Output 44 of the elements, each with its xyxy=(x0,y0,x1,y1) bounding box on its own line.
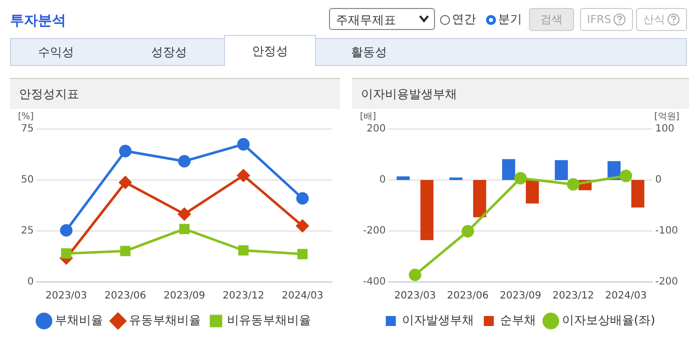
text: 산식 xyxy=(636,8,687,31)
legend-label: 이자발생부채 xyxy=(402,313,474,328)
legend-label: 이자보상배율(좌) xyxy=(562,313,656,328)
x-tick-label: 2023/09 xyxy=(164,290,206,302)
y-tick-label: 75 xyxy=(20,124,34,135)
y2-tick-label: -100 xyxy=(655,226,678,237)
text: 수익성 xyxy=(37,44,75,61)
y-tick-label: -200 xyxy=(362,226,386,237)
x-tick-label: 2023/06 xyxy=(447,290,489,302)
y2-tick-label: -200 xyxy=(655,276,678,288)
y2-axis-title: [억원] xyxy=(654,112,680,122)
x-tick-label: 2023/12 xyxy=(222,290,264,302)
text: 투자분석 xyxy=(10,12,66,30)
text: 검색 xyxy=(529,8,574,31)
x-tick-label: 2023/03 xyxy=(45,290,88,302)
text: 주재무제표 xyxy=(329,8,435,30)
y-axis-title: [배] xyxy=(360,112,376,122)
y-tick-label: 25 xyxy=(20,226,34,237)
y-tick-label: 0 xyxy=(27,276,34,288)
x-tick-label: 2023/12 xyxy=(552,290,594,302)
y2-tick-label: 0 xyxy=(655,174,662,186)
text: 분기 xyxy=(497,11,522,28)
y2-tick-label: 100 xyxy=(655,124,674,135)
x-tick-label: 2024/03 xyxy=(605,290,647,302)
text: 성장성 xyxy=(150,44,188,61)
y-tick-label: 50 xyxy=(20,174,34,186)
x-tick-label: 2023/09 xyxy=(500,290,542,302)
x-tick-label: 2023/03 xyxy=(394,290,436,302)
chart-title: 안정성지표 xyxy=(10,79,340,109)
legend-label: 순부채 xyxy=(500,313,536,328)
y-tick-label: 200 xyxy=(366,124,386,135)
legend-label: 부채비율 xyxy=(55,313,103,328)
y-tick-label: -400 xyxy=(362,276,386,288)
x-tick-label: 2023/06 xyxy=(104,290,146,302)
legend-label: 유동부채비율 xyxy=(129,313,201,328)
text: 안정성 xyxy=(224,35,316,66)
text: 활동성 xyxy=(350,44,388,61)
x-tick-label: 2024/03 xyxy=(282,290,324,302)
y-tick-label: 0 xyxy=(379,174,386,186)
legend-label: 비유동부채비율 xyxy=(227,313,311,328)
y-axis-title: [%] xyxy=(18,112,34,122)
chart-title: 이자비용발생부채 xyxy=(352,79,689,109)
text: 연간 xyxy=(451,11,476,28)
text: IFRS xyxy=(580,8,634,31)
